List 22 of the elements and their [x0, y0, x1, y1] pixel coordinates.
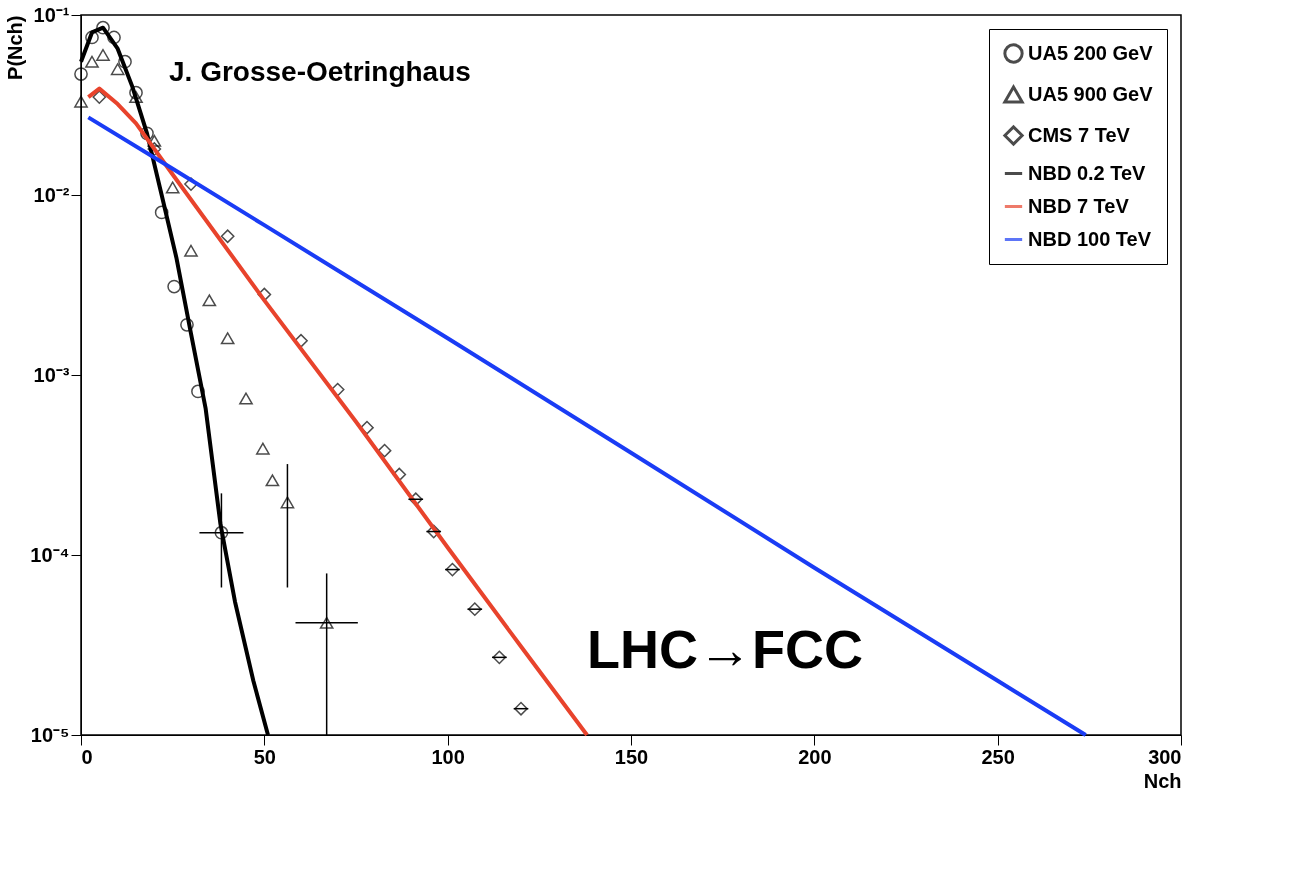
x-tick-label: 200 — [798, 745, 832, 768]
y-tick-label: 10⁻² — [33, 183, 70, 206]
x-tick-label: 100 — [431, 745, 465, 768]
legend-label: NBD 0.2 TeV — [1028, 161, 1147, 184]
annotation: J. Grosse-Oetringhaus — [169, 55, 471, 87]
y-tick-label: 10⁻¹ — [33, 3, 70, 26]
x-tick-label: 0 — [81, 745, 93, 768]
x-tick-label: 300 — [1148, 745, 1182, 768]
legend-label: NBD 7 TeV — [1028, 194, 1130, 217]
annotation: LHC→FCC — [587, 619, 863, 680]
y-tick-label: 10⁻⁴ — [30, 543, 70, 566]
legend-label: NBD 100 TeV — [1028, 227, 1152, 250]
x-tick-label: 150 — [614, 745, 649, 768]
legend-label: UA5 200 GeV — [1028, 41, 1154, 64]
y-tick-label: 10⁻³ — [33, 363, 70, 386]
x-tick-label: 250 — [981, 745, 1015, 768]
legend-label: UA5 900 GeV — [1028, 82, 1154, 105]
y-axis-title: P(Nch) — [4, 15, 27, 80]
legend-label: CMS 7 TeV — [1028, 123, 1131, 146]
x-tick-label: 50 — [253, 745, 276, 768]
x-axis-title: Nch — [1143, 769, 1182, 792]
y-tick-label: 10⁻⁵ — [30, 723, 70, 746]
